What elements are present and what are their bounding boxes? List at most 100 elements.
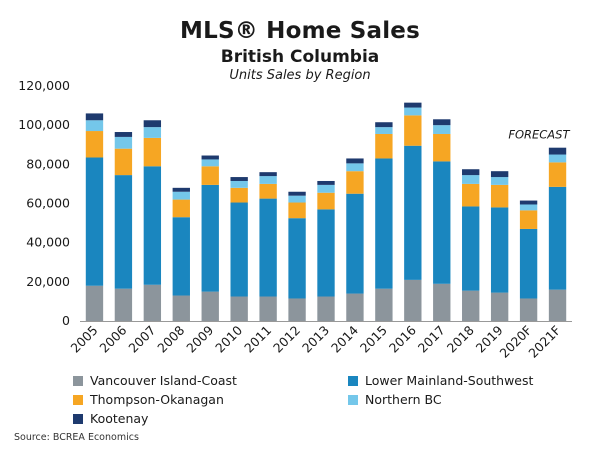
bar-segment-kootenay-2015	[375, 122, 393, 128]
bar-segment-thompson-okanagan-2013	[317, 192, 335, 210]
bar-segment-kootenay-2020f	[519, 200, 538, 205]
x-tick-label: 2012	[270, 323, 303, 356]
bar-segment-vancouver-island-coast-2017	[433, 283, 451, 321]
legend-item-kootenay: Kootenay	[73, 411, 148, 426]
bar-segment-northern-bc-2006	[114, 136, 133, 149]
x-tick-label: 2006	[96, 322, 129, 355]
forecast-annotation: FORECAST	[508, 128, 570, 142]
bar-segment-kootenay-2008	[172, 187, 190, 192]
bar-segment-kootenay-2005	[85, 113, 104, 121]
x-tick-label: 2013	[299, 323, 332, 356]
legend-label: Northern BC	[365, 392, 442, 407]
bar-segment-vancouver-island-coast-2018	[462, 290, 480, 321]
y-tick-label: 100,000	[18, 117, 70, 132]
bar-segment-northern-bc-2014	[346, 163, 364, 172]
bar-segment-lower-mainland-southwest-2015	[375, 158, 393, 289]
bar-segment-kootenay-2010	[230, 177, 248, 181]
legend-label: Kootenay	[90, 411, 149, 426]
legend-label: Thompson-Okanagan	[90, 392, 224, 407]
bar-segment-kootenay-2021f	[548, 147, 567, 155]
bar-segment-lower-mainland-southwest-2016	[404, 145, 422, 280]
legend-swatch	[73, 394, 83, 405]
bar-segment-lower-mainland-southwest-2014	[346, 193, 364, 294]
bar-segment-vancouver-island-coast-2011	[259, 296, 277, 321]
x-tick-label: 2021F	[525, 323, 563, 361]
bar-segment-vancouver-island-coast-2009	[201, 291, 219, 322]
y-tick-label: 20,000	[26, 274, 70, 289]
bar-segment-kootenay-2016	[404, 102, 422, 108]
bar-segment-vancouver-island-coast-2015	[375, 288, 393, 321]
bar-segment-thompson-okanagan-2012	[288, 202, 306, 219]
chart-subtitle: British Columbia	[220, 47, 380, 67]
bar-segment-northern-bc-2020f	[519, 204, 538, 211]
bar-segment-lower-mainland-southwest-2009	[201, 184, 219, 292]
bar-segment-vancouver-island-coast-2019	[490, 292, 509, 321]
bar-segment-thompson-okanagan-2005	[85, 131, 104, 158]
y-tick-label: 120,000	[18, 78, 70, 93]
bar-segment-kootenay-2018	[462, 169, 480, 176]
bar-segment-northern-bc-2016	[404, 107, 422, 116]
bar-segment-northern-bc-2012	[288, 195, 306, 203]
bar-segment-kootenay-2007	[143, 120, 162, 128]
bar-segment-northern-bc-2019	[490, 177, 509, 185]
bar-segment-vancouver-island-coast-2013	[317, 296, 335, 321]
x-tick-label: 2017	[415, 323, 448, 356]
x-tick-label: 2015	[357, 323, 390, 356]
legend-item-northern-bc: Northern BC	[348, 392, 442, 407]
bar-segment-kootenay-2009	[201, 155, 219, 160]
bar-segment-vancouver-island-coast-2014	[346, 293, 364, 321]
source-note: Source: BCREA Economics	[14, 432, 139, 443]
legend-label: Vancouver Island-Coast	[90, 373, 237, 388]
bar-segment-lower-mainland-southwest-2007	[143, 166, 162, 285]
bar-segment-thompson-okanagan-2016	[404, 115, 422, 146]
bar-segment-thompson-okanagan-2008	[172, 199, 190, 218]
bar-segment-vancouver-island-coast-2005	[85, 285, 104, 321]
chart-caption: Units Sales by Region	[229, 68, 371, 83]
legend-label: Lower Mainland-Southwest	[365, 373, 534, 388]
bar-segment-thompson-okanagan-2017	[433, 133, 451, 162]
legend-swatch	[348, 375, 358, 386]
bar-segment-northern-bc-2013	[317, 184, 335, 193]
bar-segment-vancouver-island-coast-2021f	[548, 289, 567, 321]
bar-segment-kootenay-2014	[346, 158, 364, 164]
bar-segment-kootenay-2006	[114, 132, 133, 137]
bar-segment-kootenay-2012	[288, 191, 306, 196]
bar-segment-lower-mainland-southwest-2011	[259, 198, 277, 297]
x-tick-label: 2008	[154, 322, 187, 355]
bar-segment-thompson-okanagan-2015	[375, 133, 393, 159]
y-tick-label: 0	[62, 313, 70, 328]
bar-segment-vancouver-island-coast-2006	[114, 288, 133, 321]
x-tick-label: 2009	[183, 322, 216, 355]
legend-item-vancouver-island-coast: Vancouver Island-Coast	[73, 373, 237, 388]
bar-segment-kootenay-2011	[259, 172, 277, 177]
bar-segment-thompson-okanagan-2009	[201, 166, 219, 185]
bar-segment-thompson-okanagan-2011	[259, 183, 277, 199]
bar-segment-northern-bc-2017	[433, 125, 451, 134]
y-tick-label: 40,000	[26, 235, 70, 250]
bar-segment-kootenay-2013	[317, 180, 335, 185]
bar-segment-lower-mainland-southwest-2005	[85, 157, 104, 286]
x-tick-label: 2011	[241, 323, 274, 356]
x-tick-label: 2014	[328, 322, 361, 355]
bar-segment-northern-bc-2005	[85, 120, 104, 132]
bar-segment-vancouver-island-coast-2010	[230, 296, 248, 321]
bar-segment-thompson-okanagan-2018	[462, 183, 480, 207]
bar-segment-thompson-okanagan-2006	[114, 148, 133, 176]
bar-segment-northern-bc-2021f	[548, 154, 567, 163]
y-tick-label: 60,000	[26, 196, 70, 211]
x-tick-label: 2018	[444, 322, 477, 355]
bar-segment-vancouver-island-coast-2016	[404, 279, 422, 322]
bar-segment-northern-bc-2015	[375, 127, 393, 134]
bar-segment-vancouver-island-coast-2008	[172, 295, 190, 321]
bar-segment-thompson-okanagan-2020f	[519, 210, 538, 229]
bar-segment-lower-mainland-southwest-2021f	[548, 186, 567, 290]
legend-swatch	[73, 375, 83, 386]
y-tick-label: 80,000	[26, 156, 70, 171]
legend-item-thompson-okanagan: Thompson-Okanagan	[73, 392, 224, 407]
x-tick-label: 2005	[67, 323, 100, 356]
bar-segment-lower-mainland-southwest-2019	[490, 207, 509, 293]
bar-segment-lower-mainland-southwest-2013	[317, 209, 335, 297]
bar-segment-lower-mainland-southwest-2006	[114, 175, 133, 289]
legend-swatch	[348, 394, 358, 405]
